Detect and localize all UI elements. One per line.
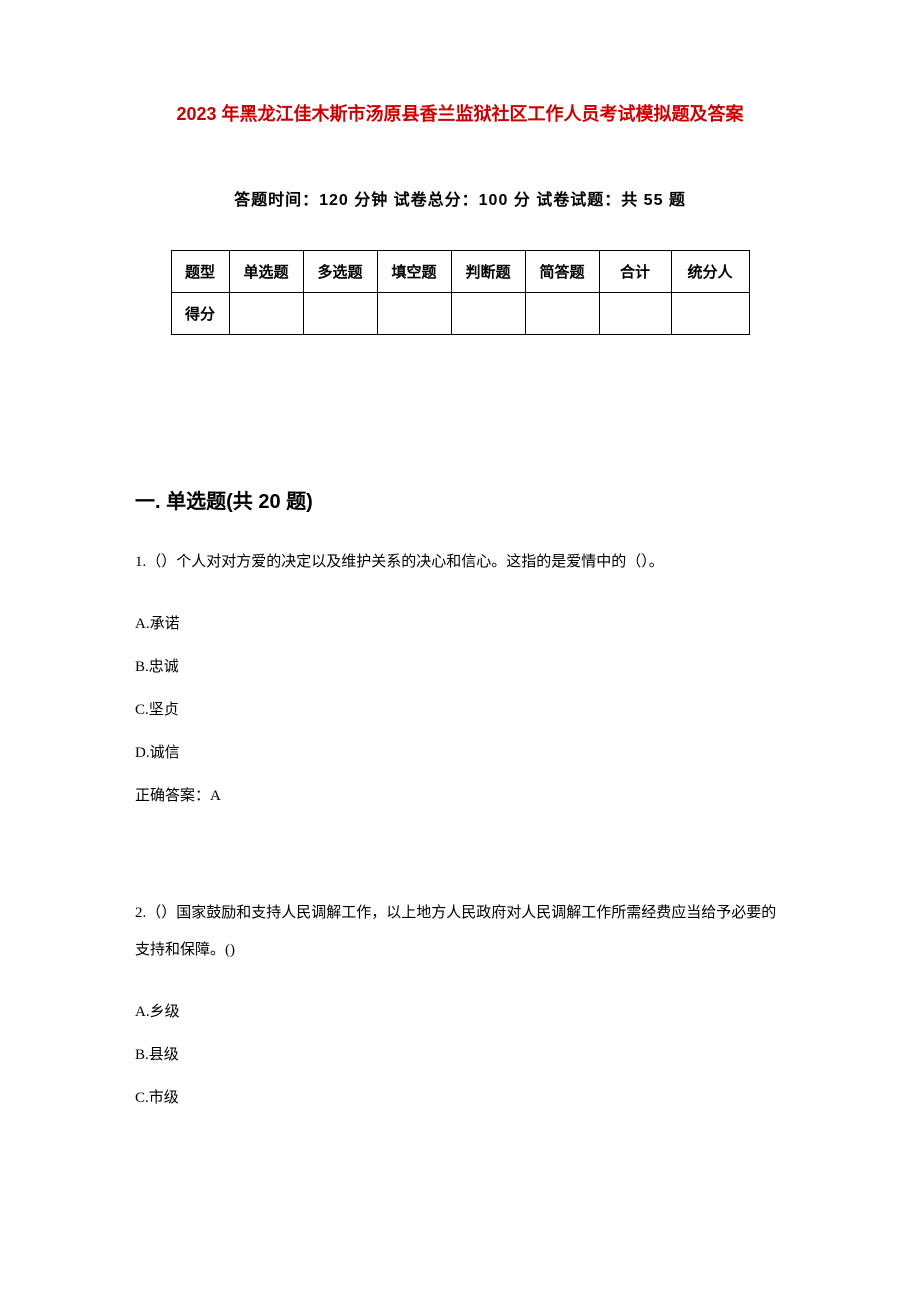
- question-option: C.市级: [135, 1086, 785, 1107]
- question-option: D.诚信: [135, 741, 785, 762]
- score-table-score-cell: [599, 293, 671, 335]
- score-table-header-col: 单选题: [229, 251, 303, 293]
- question-block: 2.（）国家鼓励和支持人民调解工作，以上地方人民政府对人民调解工作所需经费应当给…: [135, 895, 785, 1107]
- exam-meta-line: 答题时间：120 分钟 试卷总分：100 分 试卷试题：共 55 题: [135, 186, 785, 210]
- score-table-header-row: 题型 单选题 多选题 填空题 判断题 简答题 合计 统分人: [171, 251, 749, 293]
- question-answer: 正确答案：A: [135, 784, 785, 805]
- score-table-header-col: 简答题: [525, 251, 599, 293]
- score-table: 题型 单选题 多选题 填空题 判断题 简答题 合计 统分人 得分: [171, 250, 750, 335]
- document-title: 2023 年黑龙江佳木斯市汤原县香兰监狱社区工作人员考试模拟题及答案: [135, 100, 785, 126]
- question-option: B.县级: [135, 1043, 785, 1064]
- question-stem: 2.（）国家鼓励和支持人民调解工作，以上地方人民政府对人民调解工作所需经费应当给…: [135, 895, 785, 970]
- question-option: C.坚贞: [135, 698, 785, 719]
- score-table-score-cell: [303, 293, 377, 335]
- score-table-score-cell: [377, 293, 451, 335]
- question-option: B.忠诚: [135, 655, 785, 676]
- score-table-score-cell: [451, 293, 525, 335]
- question-option: A.乡级: [135, 1000, 785, 1021]
- score-table-header-label: 题型: [171, 251, 229, 293]
- score-table-score-cell: [525, 293, 599, 335]
- question-stem: 1.（）个人对对方爱的决定以及维护关系的决心和信心。这指的是爱情中的（）。: [135, 544, 785, 582]
- score-table-header-col: 填空题: [377, 251, 451, 293]
- score-table-header-col: 多选题: [303, 251, 377, 293]
- section-heading: 一. 单选题(共 20 题): [135, 485, 785, 514]
- score-table-header-scorer: 统分人: [671, 251, 749, 293]
- question-block: 1.（）个人对对方爱的决定以及维护关系的决心和信心。这指的是爱情中的（）。 A.…: [135, 544, 785, 805]
- score-table-score-row: 得分: [171, 293, 749, 335]
- score-table-header-total: 合计: [599, 251, 671, 293]
- score-table-score-cell: [229, 293, 303, 335]
- question-option: A.承诺: [135, 612, 785, 633]
- score-table-header-col: 判断题: [451, 251, 525, 293]
- score-table-score-cell: [671, 293, 749, 335]
- score-table-score-label: 得分: [171, 293, 229, 335]
